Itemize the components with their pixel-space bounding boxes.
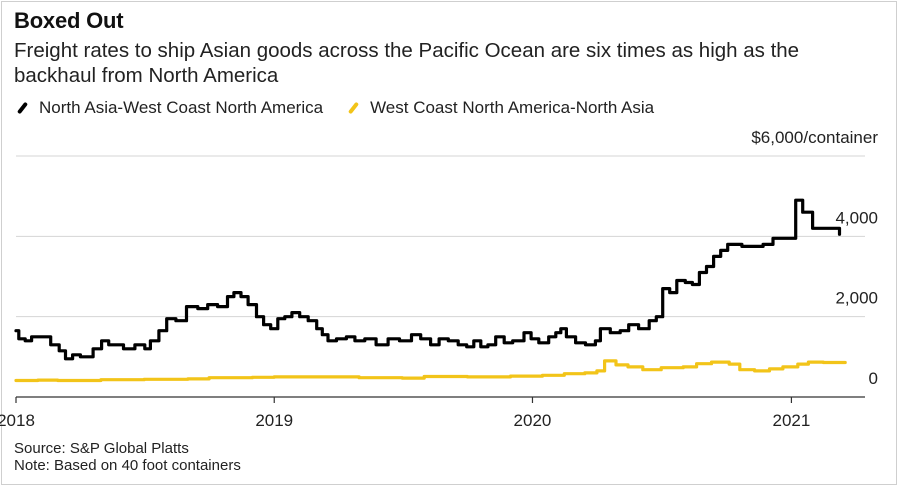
x-tick-label: 2021 <box>773 411 811 430</box>
series-line-north-asia-west-coast <box>14 198 842 361</box>
chart-title: Boxed Out <box>14 8 124 33</box>
legend-item-west-coast-north-asia: West Coast North America-North Asia <box>345 98 654 118</box>
y-axis-unit-label: $6,000/container <box>751 128 878 147</box>
source-note: Source: S&P Global Platts <box>14 440 189 457</box>
legend-label: West Coast North America-North Asia <box>370 98 655 117</box>
legend-label: North Asia-West Coast North America <box>39 98 324 117</box>
chart-footer: Source: S&P Global Platts Note: Based on… <box>14 440 241 474</box>
legend-item-north-asia-west-coast: North Asia-West Coast North America <box>14 98 323 118</box>
series-line-west-coast-north-asia <box>14 359 847 383</box>
x-tick-label: 2019 <box>255 411 293 430</box>
y-tick-label: 0 <box>869 369 878 388</box>
y-tick-label: 4,000 <box>835 208 878 227</box>
y-tick-label: 2,000 <box>835 289 878 308</box>
legend: North Asia-West Coast North America West… <box>14 98 676 118</box>
footnote: Note: Based on 40 foot containers <box>14 457 241 474</box>
x-tick-label: 2020 <box>514 411 552 430</box>
x-tick-label: 2018 <box>0 411 35 430</box>
chart-subtitle: Freight rates to ship Asian goods across… <box>14 39 800 87</box>
